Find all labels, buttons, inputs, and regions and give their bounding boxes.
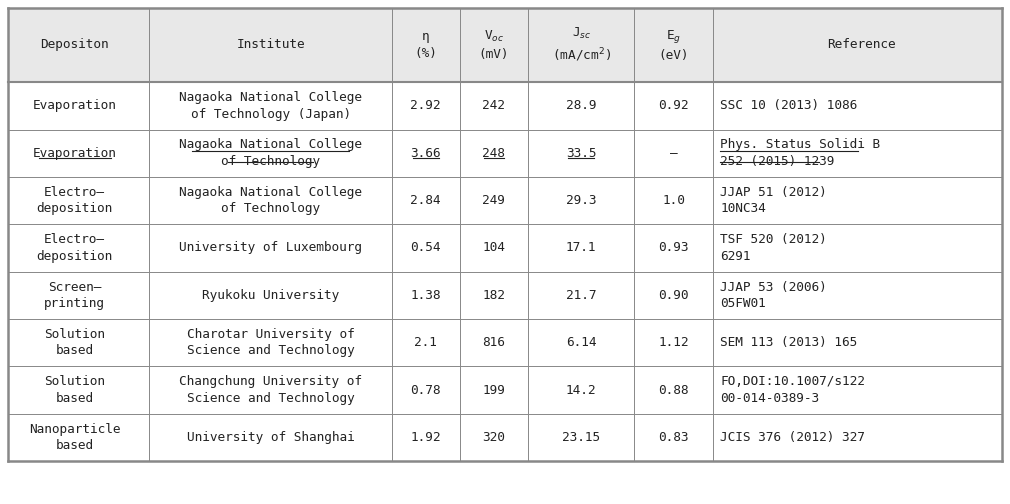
Text: 1.38: 1.38	[410, 289, 441, 302]
Text: 21.7: 21.7	[566, 289, 597, 302]
Text: TSF 520 (2012)
6291: TSF 520 (2012) 6291	[720, 233, 827, 263]
Text: Nanoparticle
based: Nanoparticle based	[29, 423, 120, 452]
Text: 1.92: 1.92	[410, 431, 441, 444]
Text: 23.15: 23.15	[563, 431, 600, 444]
Text: η
(%): η (%)	[414, 30, 437, 59]
Text: 0.54: 0.54	[410, 241, 441, 255]
Text: 182: 182	[483, 289, 505, 302]
Text: 0.83: 0.83	[659, 431, 689, 444]
Text: Depositon: Depositon	[40, 38, 109, 51]
Text: 242: 242	[483, 99, 505, 112]
Text: Screen–
printing: Screen– printing	[44, 281, 105, 310]
Text: E$_{g}$
(eV): E$_{g}$ (eV)	[659, 28, 689, 61]
Text: Reference: Reference	[827, 38, 896, 51]
Text: 3.66: 3.66	[410, 147, 441, 160]
Text: 249: 249	[483, 194, 505, 207]
Text: Evaporation: Evaporation	[32, 147, 117, 160]
Text: 1.12: 1.12	[659, 336, 689, 349]
Text: 320: 320	[483, 431, 505, 444]
Text: 248: 248	[483, 147, 505, 160]
Text: University of Luxembourg: University of Luxembourg	[179, 241, 363, 255]
Text: Electro–
deposition: Electro– deposition	[36, 186, 113, 215]
Bar	[8, 8, 1002, 82]
Text: University of Shanghai: University of Shanghai	[187, 431, 355, 444]
Text: SSC 10 (2013) 1086: SSC 10 (2013) 1086	[720, 99, 857, 112]
Text: Phys. Status Solidi B
252 (2015) 1239: Phys. Status Solidi B 252 (2015) 1239	[720, 139, 881, 168]
Text: –: –	[670, 147, 678, 160]
Text: 6.14: 6.14	[566, 336, 597, 349]
Text: Electro–
deposition: Electro– deposition	[36, 233, 113, 263]
Text: JCIS 376 (2012) 327: JCIS 376 (2012) 327	[720, 431, 865, 444]
Text: 14.2: 14.2	[566, 384, 597, 397]
Text: 1.0: 1.0	[663, 194, 685, 207]
Text: 199: 199	[483, 384, 505, 397]
Text: Evaporation: Evaporation	[32, 99, 117, 112]
Text: Changchung University of
Science and Technology: Changchung University of Science and Tec…	[179, 375, 363, 405]
Text: 17.1: 17.1	[566, 241, 597, 255]
Text: Solution
based: Solution based	[44, 328, 105, 357]
Text: 104: 104	[483, 241, 505, 255]
Text: 33.5: 33.5	[566, 147, 597, 160]
Text: 2.1: 2.1	[414, 336, 437, 349]
Text: 0.90: 0.90	[659, 289, 689, 302]
Text: 816: 816	[483, 336, 505, 349]
Text: JJAP 53 (2006)
05FW01: JJAP 53 (2006) 05FW01	[720, 281, 827, 310]
Text: Ryukoku University: Ryukoku University	[202, 289, 339, 302]
Text: Nagaoka National College
of Technology: Nagaoka National College of Technology	[179, 139, 363, 168]
Text: 28.9: 28.9	[566, 99, 597, 112]
Text: Nagaoka National College
of Technology (Japan): Nagaoka National College of Technology (…	[179, 91, 363, 120]
Text: 0.78: 0.78	[410, 384, 441, 397]
Text: Solution
based: Solution based	[44, 375, 105, 405]
Text: 0.92: 0.92	[659, 99, 689, 112]
Text: SEM 113 (2013) 165: SEM 113 (2013) 165	[720, 336, 857, 349]
Text: 0.88: 0.88	[659, 384, 689, 397]
Text: 2.84: 2.84	[410, 194, 441, 207]
Text: 29.3: 29.3	[566, 194, 597, 207]
Text: JJAP 51 (2012)
10NC34: JJAP 51 (2012) 10NC34	[720, 186, 827, 215]
Text: Nagaoka National College
of Technology: Nagaoka National College of Technology	[179, 186, 363, 215]
Text: J$_{sc}$
(mA/cm$^{2}$): J$_{sc}$ (mA/cm$^{2}$)	[551, 26, 611, 64]
Text: FO,DOI:10.1007/s122
00-014-0389-3: FO,DOI:10.1007/s122 00-014-0389-3	[720, 375, 865, 405]
Text: Charotar University of
Science and Technology: Charotar University of Science and Techn…	[187, 328, 355, 357]
Text: 0.93: 0.93	[659, 241, 689, 255]
Text: 2.92: 2.92	[410, 99, 441, 112]
Text: V$_{oc}$
(mV): V$_{oc}$ (mV)	[479, 29, 509, 60]
Text: Institute: Institute	[236, 38, 305, 51]
